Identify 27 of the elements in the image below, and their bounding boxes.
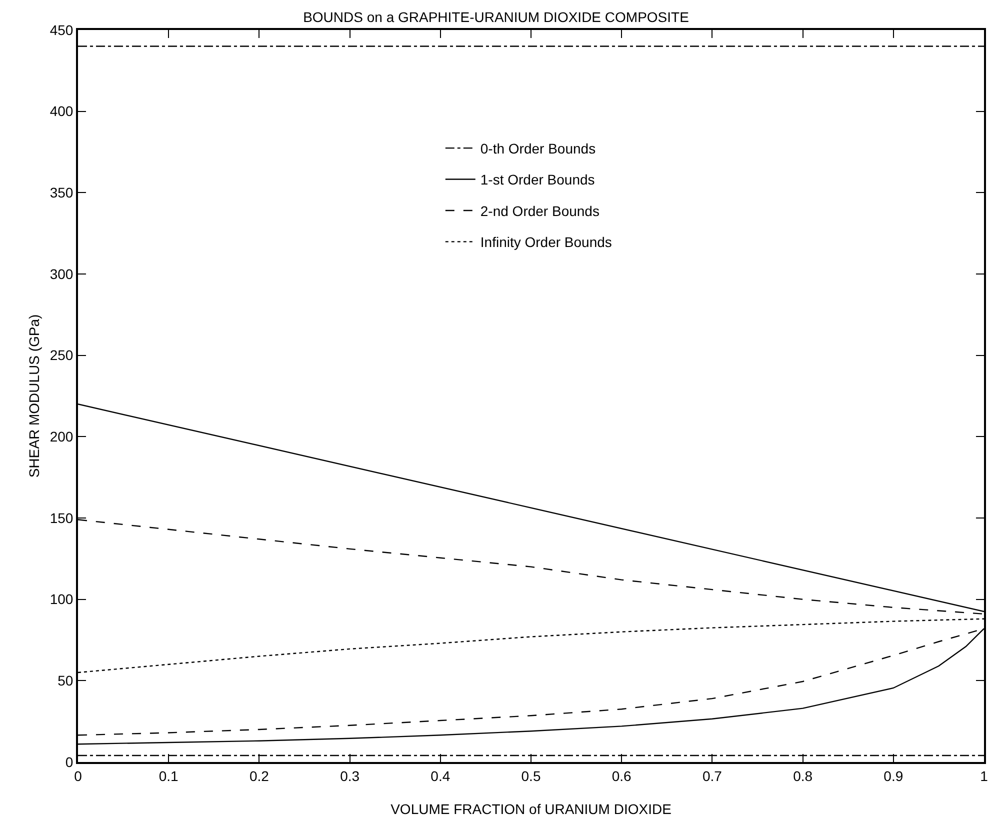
y-tick-label: 250 <box>50 347 74 364</box>
x-tick-label: 0.8 <box>793 768 813 784</box>
y-tick-label: 300 <box>50 266 74 282</box>
y-tick-label: 50 <box>58 672 74 689</box>
x-tick-label: 0.9 <box>884 768 904 784</box>
y-axis-title: SHEAR MODULUS (GPa) <box>26 314 42 478</box>
x-tick-label: 0.3 <box>340 768 360 784</box>
x-axis-title: VOLUME FRACTION of URANIUM DIOXIDE <box>390 801 672 817</box>
legend-label: 0-th Order Bounds <box>480 140 596 157</box>
y-tick-label: 200 <box>50 428 74 445</box>
x-tick-label: 0.4 <box>430 768 450 784</box>
y-tick-label: 100 <box>50 591 74 608</box>
legend-label: Infinity Order Bounds <box>480 234 612 250</box>
x-tick-label: 1 <box>980 768 988 784</box>
legend-label: 1-st Order Bounds <box>480 172 595 188</box>
y-tick-label: 450 <box>50 22 74 38</box>
chart-title: BOUNDS on a GRAPHITE-URANIUM DIOXIDE COMPOSITE <box>303 9 689 26</box>
y-tick-label: 400 <box>50 103 74 120</box>
x-tick-label: 0.1 <box>158 768 179 784</box>
y-tick-label: 350 <box>50 184 74 201</box>
x-tick-label: 0.5 <box>521 768 541 784</box>
x-tick-label: 0.7 <box>702 768 722 784</box>
legend-label: 2-nd Order Bounds <box>480 202 600 219</box>
y-tick-label: 0 <box>65 754 74 770</box>
x-tick-label: 0.2 <box>249 768 270 784</box>
y-tick-label: 150 <box>50 510 74 526</box>
x-tick-label: 0.6 <box>612 768 632 784</box>
